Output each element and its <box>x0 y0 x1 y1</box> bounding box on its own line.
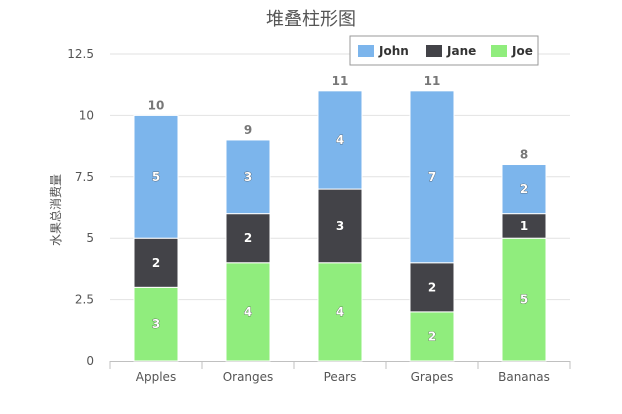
data-labels: 3 2 5 10 4 2 3 9 4 3 4 11 2 2 7 11 5 1 2 8 <box>148 74 529 344</box>
bar-john-apples[interactable] <box>133 114 179 239</box>
bar-joe-grapes[interactable] <box>409 311 455 362</box>
stack-total-label: 9 <box>244 123 252 137</box>
x-tick-label: Oranges <box>223 370 274 384</box>
x-tick-label: Bananas <box>498 370 550 384</box>
x-tick-label: Pears <box>324 370 357 384</box>
bar-john-bananas[interactable] <box>501 164 547 215</box>
legend-label-jane[interactable]: Jane <box>446 44 476 58</box>
bar-value-label: 7 <box>428 170 436 184</box>
legend[interactable]: John Jane Joe <box>349 35 539 66</box>
y-tick-label: 5 <box>86 231 94 245</box>
bar-joe-pears[interactable] <box>317 262 363 362</box>
bar-jane-pears[interactable] <box>317 188 363 264</box>
x-axis: Apples Oranges Pears Grapes Bananas <box>109 361 571 384</box>
bar-john-grapes[interactable] <box>409 90 455 264</box>
stack-total-label: 10 <box>148 98 165 112</box>
bar-value-label: 1 <box>520 219 528 233</box>
bar-value-label: 2 <box>428 329 436 343</box>
bar-value-label: 2 <box>244 231 252 245</box>
bars <box>133 90 547 362</box>
x-tick-label: Grapes <box>411 370 454 384</box>
y-tick-label: 7.5 <box>75 170 94 184</box>
stack-total-label: 11 <box>332 74 349 88</box>
bar-jane-bananas[interactable] <box>501 213 547 239</box>
y-tick-label: 12.5 <box>67 47 94 61</box>
y-tick-label: 10 <box>79 108 94 122</box>
x-tick-label: Apples <box>136 370 176 384</box>
legend-label-joe[interactable]: Joe <box>511 44 533 58</box>
bar-joe-bananas[interactable] <box>501 237 547 362</box>
stack-total-label: 8 <box>520 148 528 162</box>
bar-value-label: 3 <box>244 170 252 184</box>
bar-jane-grapes[interactable] <box>409 262 455 313</box>
y-axis-label: 水果总消费量 <box>49 174 63 246</box>
bar-value-label: 5 <box>152 170 160 184</box>
bar-joe-apples[interactable] <box>133 286 179 362</box>
bar-value-label: 2 <box>428 280 436 294</box>
bar-value-label: 2 <box>520 182 528 196</box>
bar-john-oranges[interactable] <box>225 139 271 215</box>
bar-value-label: 5 <box>520 293 528 307</box>
y-axis: 0 2.5 5 7.5 10 12.5 <box>67 47 94 368</box>
bar-value-label: 4 <box>336 133 344 147</box>
y-tick-label: 0 <box>86 354 94 368</box>
stack-total-label: 11 <box>424 74 441 88</box>
y-tick-label: 2.5 <box>75 293 94 307</box>
bar-value-label: 3 <box>152 317 160 331</box>
bar-value-label: 3 <box>336 219 344 233</box>
bar-value-label: 2 <box>152 256 160 270</box>
legend-label-john[interactable]: John <box>378 44 409 58</box>
bar-john-pears[interactable] <box>317 90 363 190</box>
legend-swatch-joe[interactable] <box>491 45 507 57</box>
bar-value-label: 4 <box>244 305 252 319</box>
bar-jane-oranges[interactable] <box>225 213 271 264</box>
legend-swatch-jane[interactable] <box>426 45 442 57</box>
chart-title: 堆叠柱形图 <box>266 9 356 30</box>
legend-swatch-john[interactable] <box>358 45 374 57</box>
bar-value-label: 4 <box>336 305 344 319</box>
